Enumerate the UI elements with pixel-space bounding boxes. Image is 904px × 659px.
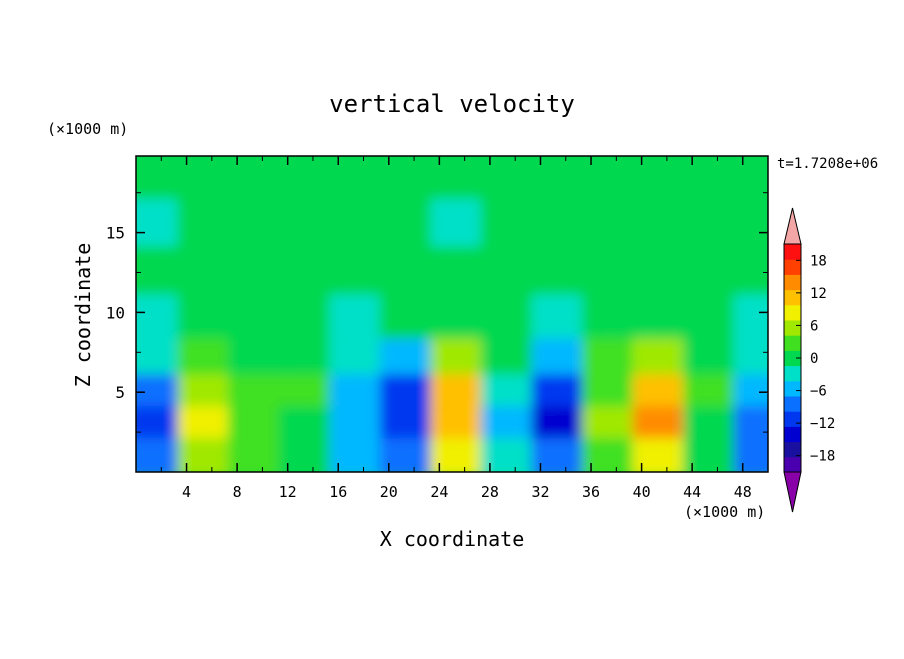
colorbar-bin: [784, 380, 801, 397]
x-tick-label: 16: [329, 483, 347, 501]
x-tick-label: 24: [430, 483, 448, 501]
heatmap-cell: [733, 156, 768, 199]
colorbar-bin: [784, 320, 801, 336]
chart-title: vertical velocity: [329, 90, 575, 118]
z-axis-label: Z coordinate: [71, 243, 95, 388]
colorbar-tick-label: −6: [810, 384, 827, 400]
colorbar-bin: [784, 259, 801, 275]
colorbar-bin: [784, 456, 801, 473]
z-tick-label: 10: [106, 303, 125, 322]
colorbar-bin: [784, 304, 801, 321]
x-tick-label: 44: [683, 483, 701, 501]
colorbar-tick-label: −12: [810, 416, 835, 432]
colorbar-tick-label: 0: [810, 351, 818, 367]
x-tick-label: 32: [531, 483, 549, 501]
colorbar-bottom-arrow: [783, 471, 802, 513]
colorbar-bin: [784, 365, 801, 382]
colorbar-bin: [784, 350, 801, 367]
z-axis: 5 10 15: [106, 192, 768, 433]
colorbar-tick-label: 6: [810, 318, 818, 334]
z-tick-label: 5: [115, 383, 125, 402]
x-tick-label: 20: [380, 483, 398, 501]
x-tick-label: 36: [582, 483, 600, 501]
x-axis: 4 8 12 16 20 24 28 32 36 40 44 48: [160, 156, 752, 501]
x-axis-label: X coordinate: [380, 527, 525, 551]
x-tick-label: 40: [633, 483, 651, 501]
time-label: t=1.7208e+06: [777, 156, 878, 172]
x-tick-label: 48: [734, 483, 752, 501]
colorbar-bin: [784, 274, 801, 291]
z-tick-label: 15: [106, 224, 125, 243]
colorbar-bin: [784, 335, 801, 351]
colorbar-bin: [784, 411, 801, 427]
colorbar-tick-label: 18: [810, 253, 827, 269]
plot-frame: [135, 155, 769, 473]
colorbar-top-arrow: [783, 207, 802, 245]
colorbar-bin: [784, 441, 801, 458]
heatmap-field: [136, 156, 768, 472]
colorbar-bin: [784, 426, 801, 443]
colorbar-bin: [784, 244, 801, 260]
x-tick-label: 8: [233, 483, 242, 501]
x-tick-label: 12: [279, 483, 297, 501]
x-tick-label: 4: [182, 483, 191, 501]
x-unit-label: (×1000 m): [684, 503, 765, 521]
colorbar-tick-label: −18: [810, 449, 835, 465]
colorbar-tick-label: 12: [810, 286, 827, 302]
colorbar-bin: [784, 396, 801, 412]
x-tick-label: 28: [481, 483, 499, 501]
z-unit-label: (×1000 m): [47, 120, 128, 138]
colorbar-bin: [784, 289, 801, 306]
colorbar: 18 12 6 0 −6 −12 −18: [783, 207, 835, 513]
